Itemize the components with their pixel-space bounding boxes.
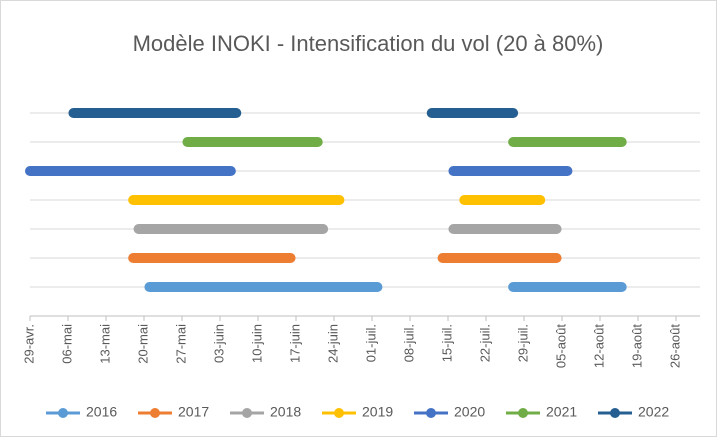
x-tick-label: 19-août <box>629 324 644 368</box>
legend-marker <box>426 408 436 418</box>
legend-marker <box>518 408 528 418</box>
legend-marker <box>242 408 252 418</box>
legend-label: 2016 <box>86 404 117 420</box>
x-tick-label: 26-août <box>667 324 682 368</box>
x-tick-label: 27-mai <box>173 324 188 364</box>
x-tick-label: 10-juin <box>249 324 264 363</box>
legend-label: 2018 <box>270 404 301 420</box>
x-tick-label: 08-juil. <box>401 324 416 362</box>
x-tick-label: 29-avr. <box>21 324 36 364</box>
x-tick-label: 17-juin <box>287 324 302 363</box>
legend-label: 2021 <box>546 404 577 420</box>
legend-marker <box>150 408 160 418</box>
x-tick-label: 15-juil. <box>439 324 454 362</box>
legend-marker <box>334 408 344 418</box>
legend-label: 2022 <box>638 404 669 420</box>
legend-label: 2017 <box>178 404 209 420</box>
chart-title: Modèle INOKI - Intensification du vol (2… <box>133 31 604 56</box>
x-tick-label: 29-juil. <box>515 324 530 362</box>
x-tick-label: 22-juil. <box>477 324 492 362</box>
legend-marker <box>58 408 68 418</box>
legend-label: 2020 <box>454 404 485 420</box>
x-tick-label: 20-mai <box>135 324 150 364</box>
x-tick-label: 13-mai <box>97 324 112 364</box>
x-tick-label: 24-juin <box>325 324 340 363</box>
legend-marker <box>610 408 620 418</box>
x-tick-label: 06-mai <box>59 324 74 364</box>
x-tick-label: 01-juil. <box>363 324 378 362</box>
x-tick-label: 05-août <box>553 324 568 368</box>
legend-label: 2019 <box>362 404 393 420</box>
x-tick-label: 03-juin <box>211 324 226 363</box>
x-tick-label: 12-août <box>591 324 606 368</box>
